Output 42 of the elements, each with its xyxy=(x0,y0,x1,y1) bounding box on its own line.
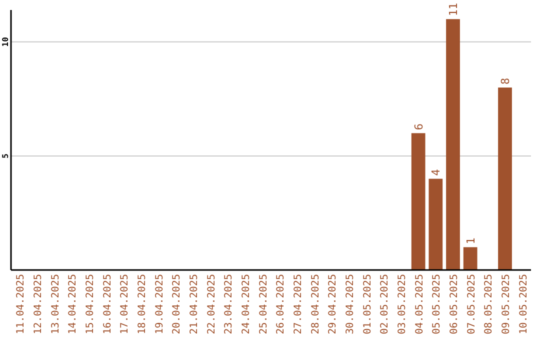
x-tick-label: 09.05.2025 xyxy=(501,274,512,334)
x-tick-label: 05.05.2025 xyxy=(432,274,443,334)
x-tick-label: 20.04.2025 xyxy=(172,274,183,334)
x-tick-label: 08.05.2025 xyxy=(484,274,495,334)
y-tick-label: 10 xyxy=(1,36,10,47)
x-tick-label: 03.05.2025 xyxy=(397,274,408,334)
x-tick-label: 01.05.2025 xyxy=(362,274,374,334)
x-tick-label: 30.04.2025 xyxy=(345,274,356,334)
x-tick-label: 22.04.2025 xyxy=(206,274,218,334)
x-tick-label: 13.04.2025 xyxy=(50,274,62,334)
data-label: 11 xyxy=(447,2,460,16)
x-tick-label: 29.04.2025 xyxy=(328,274,339,334)
x-tick-label: 23.04.2025 xyxy=(224,274,235,334)
x-tick-label: 27.04.2025 xyxy=(293,274,304,334)
x-tick-label: 15.04.2025 xyxy=(85,274,96,334)
data-label: 4 xyxy=(430,168,443,176)
bar xyxy=(446,19,460,270)
x-tick-label: 26.04.2025 xyxy=(276,274,287,334)
y-tick-label: 5 xyxy=(1,153,10,158)
x-tick-label: 21.04.2025 xyxy=(189,274,200,334)
x-tick-label: 10.05.2025 xyxy=(518,274,530,334)
bar xyxy=(428,178,443,270)
x-tick-label: 19.04.2025 xyxy=(154,274,166,334)
data-label: 1 xyxy=(464,238,478,244)
x-tick-label: 12.04.2025 xyxy=(33,274,44,334)
x-tick-label: 16.04.2025 xyxy=(102,274,114,334)
x-tick-label: 24.04.2025 xyxy=(241,274,252,334)
x-tick-label: 14.04.2025 xyxy=(68,274,79,334)
x-tick-label: 04.05.2025 xyxy=(414,274,426,334)
x-tick-label: 07.05.2025 xyxy=(466,274,478,334)
x-tick-label: 11.04.2025 xyxy=(16,274,27,334)
x-tick-label: 28.04.2025 xyxy=(310,274,322,334)
x-tick-label: 25.04.2025 xyxy=(258,274,270,334)
data-label: 8 xyxy=(499,78,512,85)
x-tick-label: 18.04.2025 xyxy=(137,274,148,334)
x-tick-label: 02.05.2025 xyxy=(380,274,391,334)
x-tick-label: 17.04.2025 xyxy=(120,274,131,334)
bar xyxy=(463,247,478,270)
bar xyxy=(411,133,426,270)
x-tick-label: 06.05.2025 xyxy=(449,274,460,334)
data-label: 6 xyxy=(412,124,426,130)
bar xyxy=(498,88,512,270)
